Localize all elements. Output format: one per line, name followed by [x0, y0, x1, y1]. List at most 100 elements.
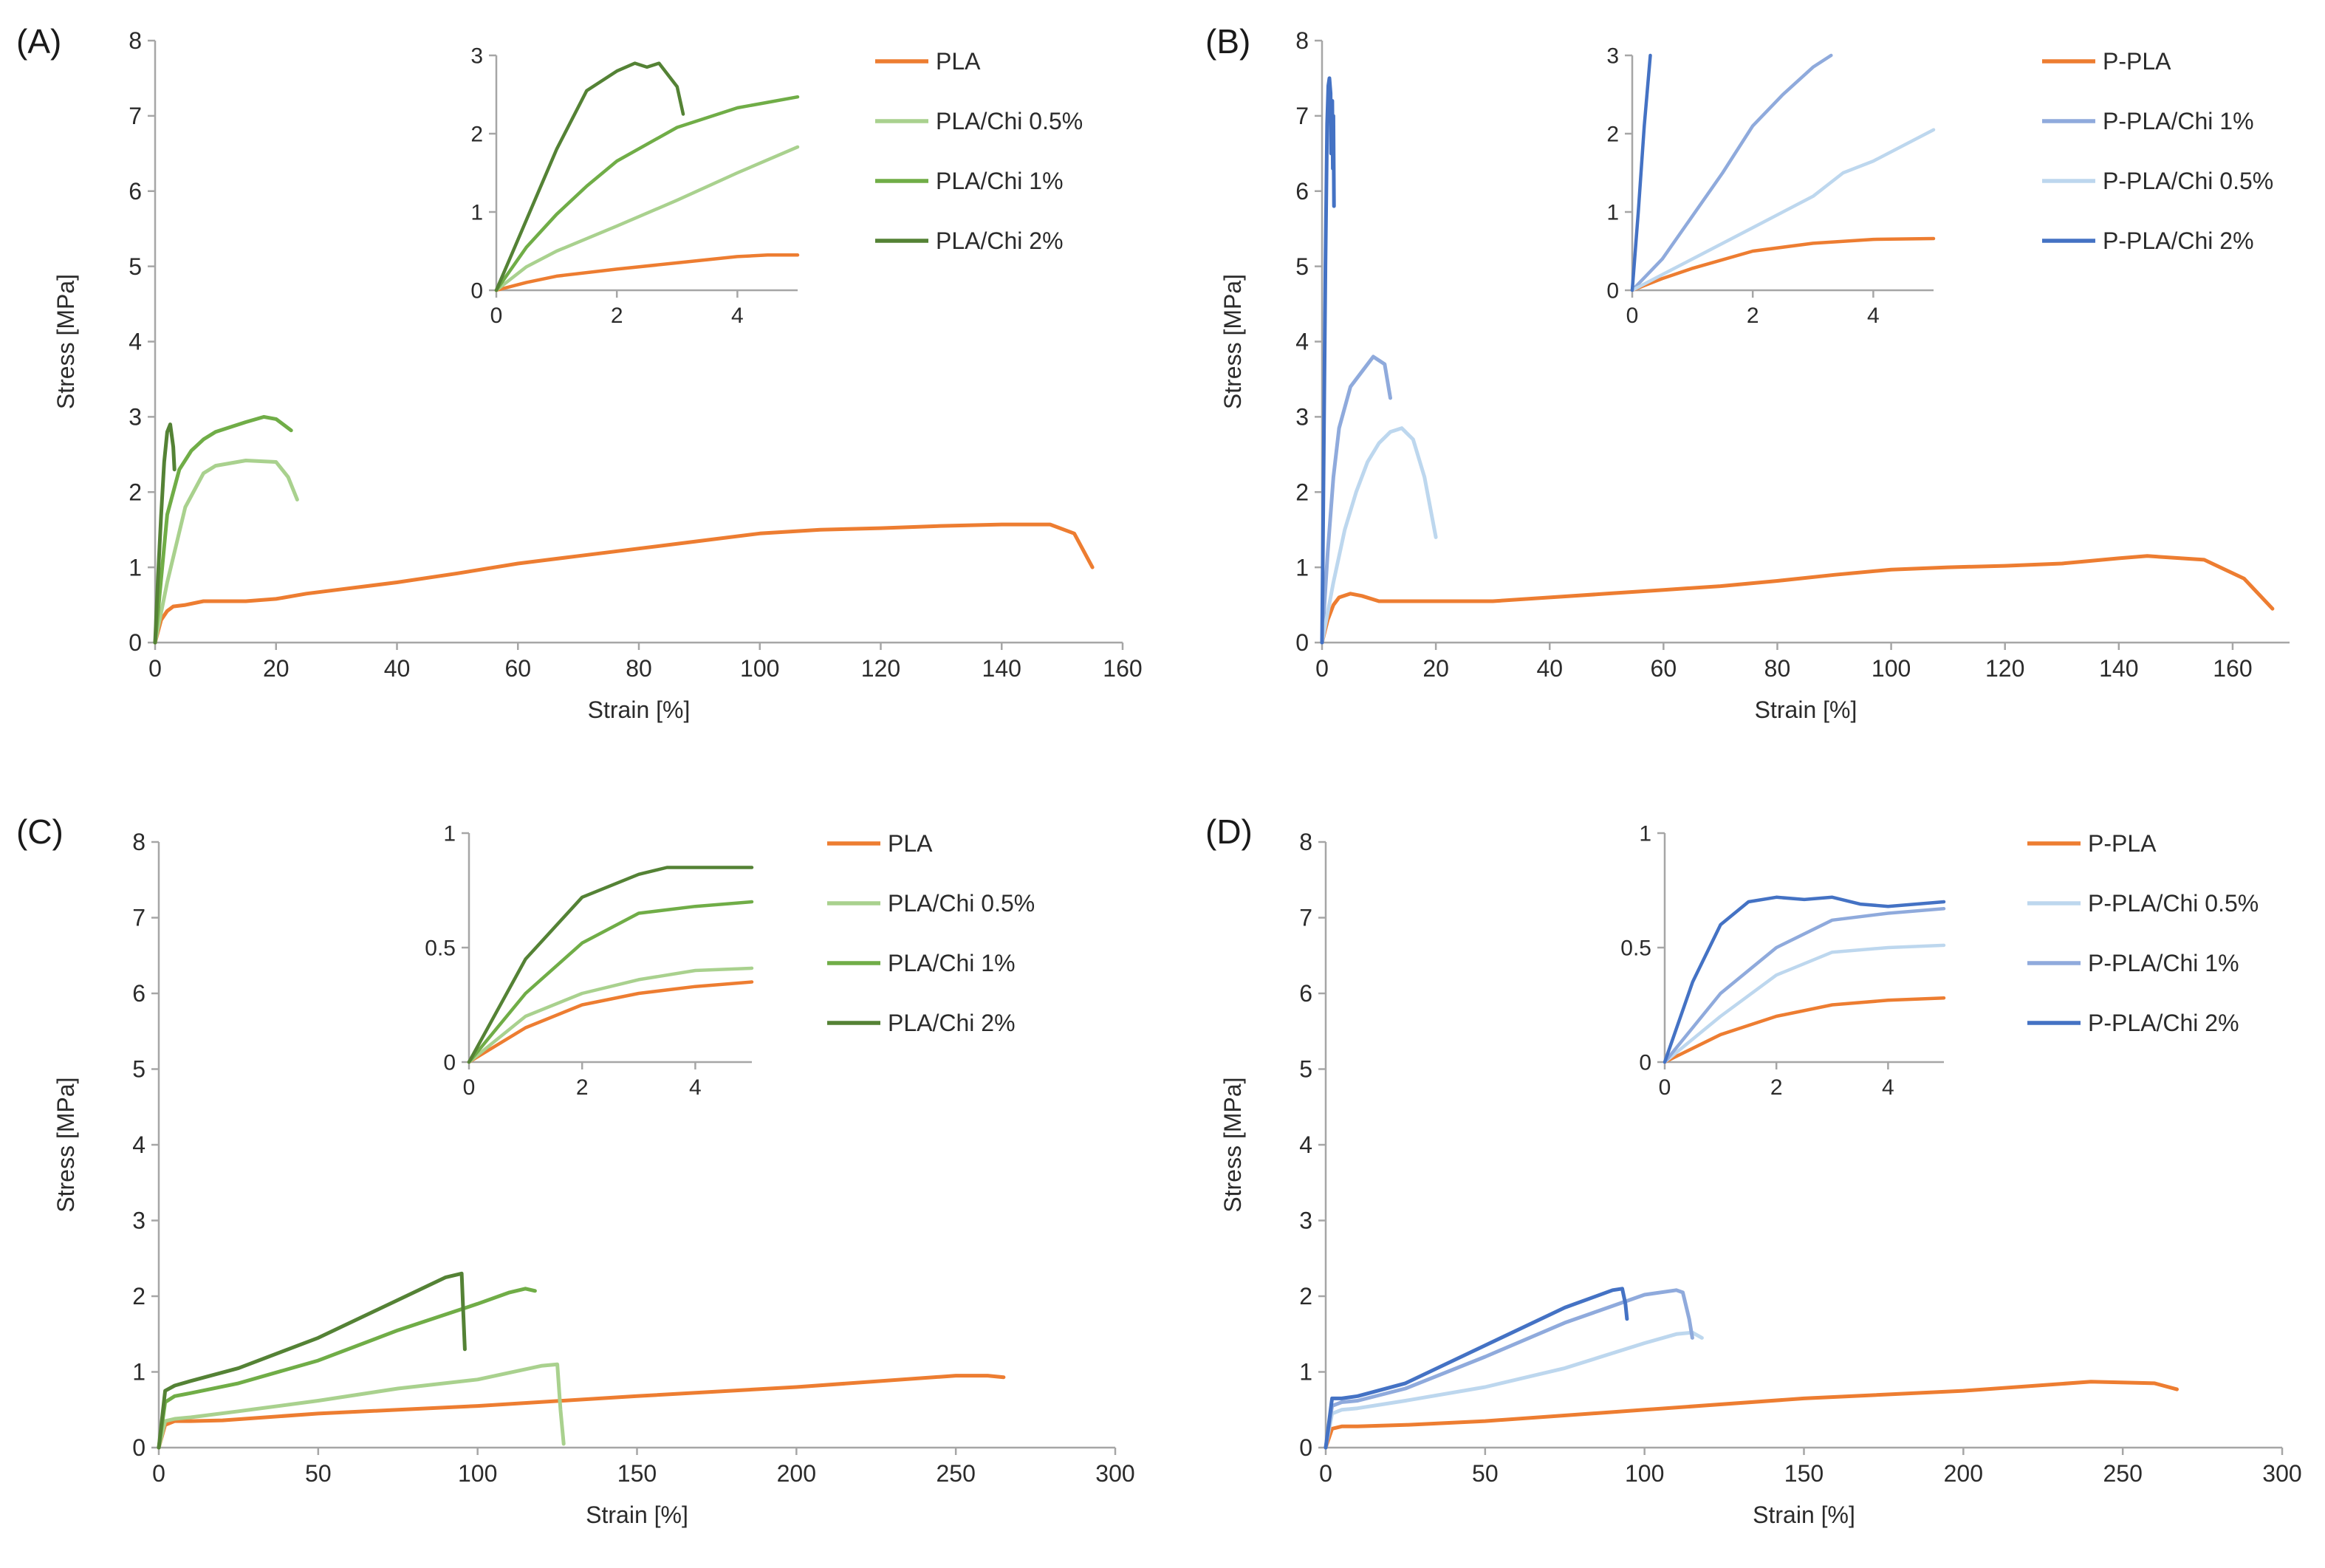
y-axis-title: Stress [MPa] [52, 1077, 79, 1212]
legend: P-PLA P-PLA/Chi 0.5% P-PLA/Chi 1% P-PLA/Chi… [2027, 830, 2259, 1036]
inset-y-tick-label: 1 [1639, 822, 1651, 846]
main-x-tick-label: 300 [1095, 1460, 1134, 1487]
inset-x-tick-label: 4 [1882, 1075, 1894, 1100]
main-series-pla-chi-1 [157, 1287, 537, 1450]
chart-panel-a: (A)0 20 40 60 80 100 120 140 160012345678Strain … [16, 22, 1143, 723]
inset-x-tick-label: 2 [611, 304, 623, 328]
inset-series-pla-chi-1 [467, 900, 754, 1064]
main-series-pla-chi-0-5 [153, 459, 299, 645]
legend-label-p-pla-chi-0-5: P-PLA/Chi 0.5% [2088, 890, 2259, 917]
inset-x-tick-label: 0 [463, 1075, 476, 1100]
main-y-tick-label: 4 [129, 329, 142, 355]
inset-series-p-pla [1663, 996, 1946, 1064]
main-x-tick-label: 60 [1651, 655, 1677, 682]
inset-y-tick-label: 0 [1606, 279, 1619, 304]
main-y-tick-label: 2 [129, 479, 142, 505]
main-x-tick-label: 300 [2262, 1460, 2301, 1487]
main-x-tick-label: 80 [626, 655, 652, 682]
main-y-tick-label: 7 [132, 905, 145, 931]
main-y-tick-label: 2 [132, 1283, 145, 1309]
inset-y-tick-label: 1 [470, 201, 483, 225]
inset-x-tick-label: 4 [689, 1075, 702, 1100]
main-x-tick-label: 200 [1944, 1460, 1983, 1487]
main-x-tick-label: 150 [617, 1460, 657, 1487]
main-y-tick-label: 8 [129, 27, 142, 54]
main-x-tick-label: 120 [1985, 655, 2024, 682]
inset-y-tick-label: 2 [1606, 123, 1619, 147]
legend-label-pla-chi-1: PLA/Chi 1% [936, 168, 1064, 194]
inset-x-tick-label: 2 [1747, 304, 1759, 328]
main-y-tick-label: 6 [129, 178, 142, 205]
main-y-tick-label: 5 [1299, 1056, 1312, 1083]
legend: P-PLA P-PLA/Chi 1% P-PLA/Chi 0.5% P-PLA/Chi… [2042, 48, 2273, 254]
inset-series-pla-chi-2 [467, 866, 754, 1064]
main-x-tick-label: 100 [1625, 1460, 1664, 1487]
main-series-pla-chi-2 [157, 1271, 467, 1450]
inset-chart: 0 2 4 0 1 2 3 [470, 44, 800, 328]
inset-series-p-pla-chi-1 [1663, 907, 1946, 1064]
inset-series-p-pla-chi-2 [1630, 53, 1652, 292]
inset-x-tick-label: 4 [731, 304, 744, 328]
main-y-tick-label: 7 [129, 103, 142, 129]
main-x-tick-label: 200 [777, 1460, 816, 1487]
inset-y-tick-label: 0 [443, 1051, 456, 1075]
inset-y-tick-label: 0.5 [1620, 937, 1651, 961]
main-x-tick-label: 250 [2103, 1460, 2142, 1487]
legend-label-p-pla-chi-2: P-PLA/Chi 2% [2103, 227, 2254, 254]
main-x-tick-label: 100 [740, 655, 779, 682]
inset-chart: 0 2 4 0 0.5 1 [1620, 822, 1946, 1100]
y-axis-title: Stress [MPa] [1219, 274, 1246, 409]
inset-series-pla-chi-2 [494, 61, 685, 292]
main-x-tick-label: 140 [2099, 655, 2138, 682]
main-x-tick-label: 0 [152, 1460, 165, 1487]
main-series-p-pla-chi-1 [1324, 1288, 1694, 1450]
y-axis-title: Stress [MPa] [52, 274, 79, 409]
inset-series-pla-chi-0-5 [494, 145, 800, 292]
main-y-tick-label: 1 [1299, 1359, 1312, 1386]
main-x-tick-label: 160 [1103, 655, 1142, 682]
main-y-tick-label: 0 [129, 629, 142, 656]
legend-label-pla-chi-0-5: PLA/Chi 0.5% [888, 890, 1035, 917]
inset-y-tick-label: 1 [443, 822, 456, 846]
main-series-pla-chi-2 [153, 422, 177, 645]
panel-label: (C) [16, 812, 64, 851]
main-y-tick-label: 2 [1295, 479, 1309, 505]
main-series-p-pla [1320, 554, 2275, 645]
main-series-p-pla [1324, 1380, 2179, 1450]
main-series-pla-chi-1 [153, 414, 293, 645]
main-x-tick-label: 40 [1536, 655, 1563, 682]
x-axis-title: Strain [%] [586, 1502, 688, 1528]
main-series-pla [153, 522, 1095, 645]
main-series-p-pla-chi-2 [1320, 76, 1336, 645]
inset-chart: 0 2 4 0 0.5 1 [425, 822, 754, 1100]
main-y-tick-label: 1 [129, 554, 142, 581]
main-y-tick-label: 5 [132, 1056, 145, 1083]
inset-series-pla-chi-0-5 [467, 966, 754, 1064]
main-x-tick-label: 100 [1872, 655, 1911, 682]
inset-y-tick-label: 3 [1606, 44, 1619, 69]
legend-label-pla-chi-2: PLA/Chi 2% [888, 1010, 1016, 1036]
main-x-tick-label: 250 [936, 1460, 975, 1487]
main-y-tick-label: 3 [1299, 1208, 1312, 1234]
main-y-tick-label: 5 [129, 253, 142, 280]
main-series-p-pla-chi-1 [1320, 355, 1392, 645]
main-y-tick-label: 8 [1299, 829, 1312, 855]
main-y-tick-label: 1 [1295, 554, 1309, 581]
inset-x-tick-label: 0 [1659, 1075, 1671, 1100]
main-y-tick-label: 2 [1299, 1283, 1312, 1309]
main-y-tick-label: 3 [1295, 404, 1309, 431]
panel-label: (B) [1205, 22, 1250, 61]
inset-series-pla [467, 980, 754, 1064]
panel-label: (D) [1205, 812, 1253, 851]
inset-x-tick-label: 4 [1867, 304, 1880, 328]
inset-series-p-pla-chi-0-5 [1663, 943, 1946, 1064]
main-x-tick-label: 140 [982, 655, 1021, 682]
main-series-pla-chi-0-5 [157, 1362, 566, 1450]
x-axis-title: Strain [%] [1753, 1502, 1855, 1528]
x-axis-title: Strain [%] [1755, 696, 1857, 723]
main-y-tick-label: 3 [129, 404, 142, 431]
main-y-tick-label: 1 [132, 1359, 145, 1386]
main-y-tick-label: 4 [132, 1132, 145, 1158]
